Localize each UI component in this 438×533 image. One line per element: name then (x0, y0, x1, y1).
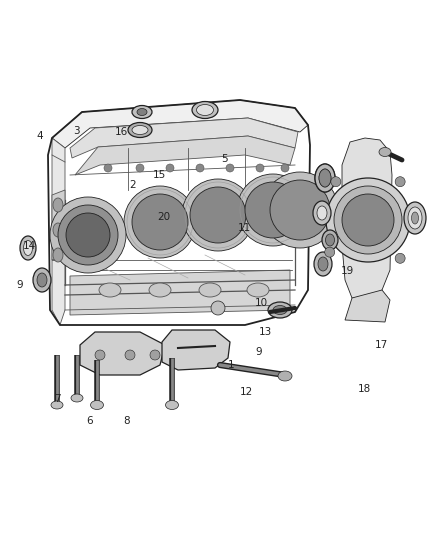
Text: 7: 7 (54, 394, 60, 403)
Circle shape (125, 350, 135, 360)
Circle shape (270, 180, 330, 240)
Ellipse shape (379, 148, 391, 157)
Ellipse shape (315, 164, 335, 192)
Circle shape (245, 182, 301, 238)
Ellipse shape (318, 257, 328, 271)
Text: 20: 20 (158, 213, 171, 222)
Ellipse shape (197, 104, 213, 116)
Polygon shape (345, 290, 390, 322)
Circle shape (66, 213, 110, 257)
Circle shape (325, 247, 335, 257)
Polygon shape (52, 138, 65, 325)
Polygon shape (75, 136, 295, 175)
Circle shape (342, 194, 394, 246)
Ellipse shape (37, 273, 47, 287)
Text: 11: 11 (237, 223, 251, 233)
Ellipse shape (314, 252, 332, 276)
Ellipse shape (51, 401, 63, 409)
Text: 19: 19 (341, 266, 354, 276)
Polygon shape (52, 100, 308, 148)
Ellipse shape (71, 394, 83, 402)
Text: 3: 3 (73, 126, 80, 135)
Polygon shape (342, 138, 392, 300)
Ellipse shape (404, 202, 426, 234)
Text: 18: 18 (358, 384, 371, 394)
Ellipse shape (247, 283, 269, 297)
Text: 9: 9 (17, 280, 23, 290)
Text: 17: 17 (374, 341, 388, 350)
Text: 5: 5 (221, 154, 228, 164)
Circle shape (136, 164, 144, 172)
Ellipse shape (53, 223, 63, 237)
Polygon shape (80, 332, 165, 375)
Text: 2: 2 (129, 181, 136, 190)
Ellipse shape (317, 206, 327, 220)
Circle shape (58, 205, 118, 265)
Text: 13: 13 (258, 327, 272, 336)
Ellipse shape (319, 169, 331, 187)
Ellipse shape (132, 106, 152, 118)
Ellipse shape (53, 198, 63, 212)
Ellipse shape (278, 371, 292, 381)
Text: 6: 6 (86, 416, 93, 426)
Circle shape (395, 177, 405, 187)
Text: 15: 15 (153, 170, 166, 180)
Circle shape (196, 164, 204, 172)
Ellipse shape (137, 109, 147, 116)
Ellipse shape (149, 283, 171, 297)
Circle shape (281, 164, 289, 172)
Circle shape (211, 301, 225, 315)
Circle shape (190, 187, 246, 243)
Circle shape (256, 164, 264, 172)
Text: 12: 12 (240, 387, 253, 397)
Circle shape (262, 172, 338, 248)
Ellipse shape (128, 123, 152, 138)
Circle shape (104, 164, 112, 172)
Circle shape (95, 350, 105, 360)
Text: 9: 9 (255, 347, 261, 357)
Ellipse shape (33, 268, 51, 292)
Polygon shape (52, 190, 65, 260)
Ellipse shape (273, 305, 287, 314)
Ellipse shape (24, 240, 32, 255)
Text: 1: 1 (228, 360, 234, 370)
Text: 4: 4 (36, 131, 43, 141)
Circle shape (150, 350, 160, 360)
Ellipse shape (20, 236, 36, 260)
Polygon shape (70, 270, 290, 315)
Circle shape (237, 174, 309, 246)
Text: 16: 16 (115, 127, 128, 137)
Ellipse shape (322, 230, 338, 250)
Polygon shape (70, 118, 298, 158)
Circle shape (124, 186, 196, 258)
Ellipse shape (192, 101, 218, 118)
Ellipse shape (319, 169, 331, 187)
Ellipse shape (91, 400, 103, 409)
Circle shape (334, 186, 402, 254)
Circle shape (132, 194, 188, 250)
Ellipse shape (268, 302, 292, 318)
Text: 8: 8 (123, 416, 130, 426)
Circle shape (182, 179, 254, 251)
Ellipse shape (315, 164, 335, 192)
Ellipse shape (53, 248, 63, 262)
Ellipse shape (411, 212, 418, 224)
Ellipse shape (199, 283, 221, 297)
Polygon shape (162, 330, 230, 370)
Circle shape (331, 177, 341, 187)
Circle shape (395, 253, 405, 263)
Circle shape (166, 164, 174, 172)
Circle shape (326, 178, 410, 262)
Text: 10: 10 (255, 298, 268, 308)
Ellipse shape (313, 201, 331, 225)
Ellipse shape (325, 234, 335, 246)
Ellipse shape (166, 400, 179, 409)
Circle shape (50, 197, 126, 273)
Ellipse shape (132, 125, 148, 134)
Circle shape (226, 164, 234, 172)
Ellipse shape (408, 207, 422, 229)
Ellipse shape (99, 283, 121, 297)
Text: 14: 14 (23, 241, 36, 251)
